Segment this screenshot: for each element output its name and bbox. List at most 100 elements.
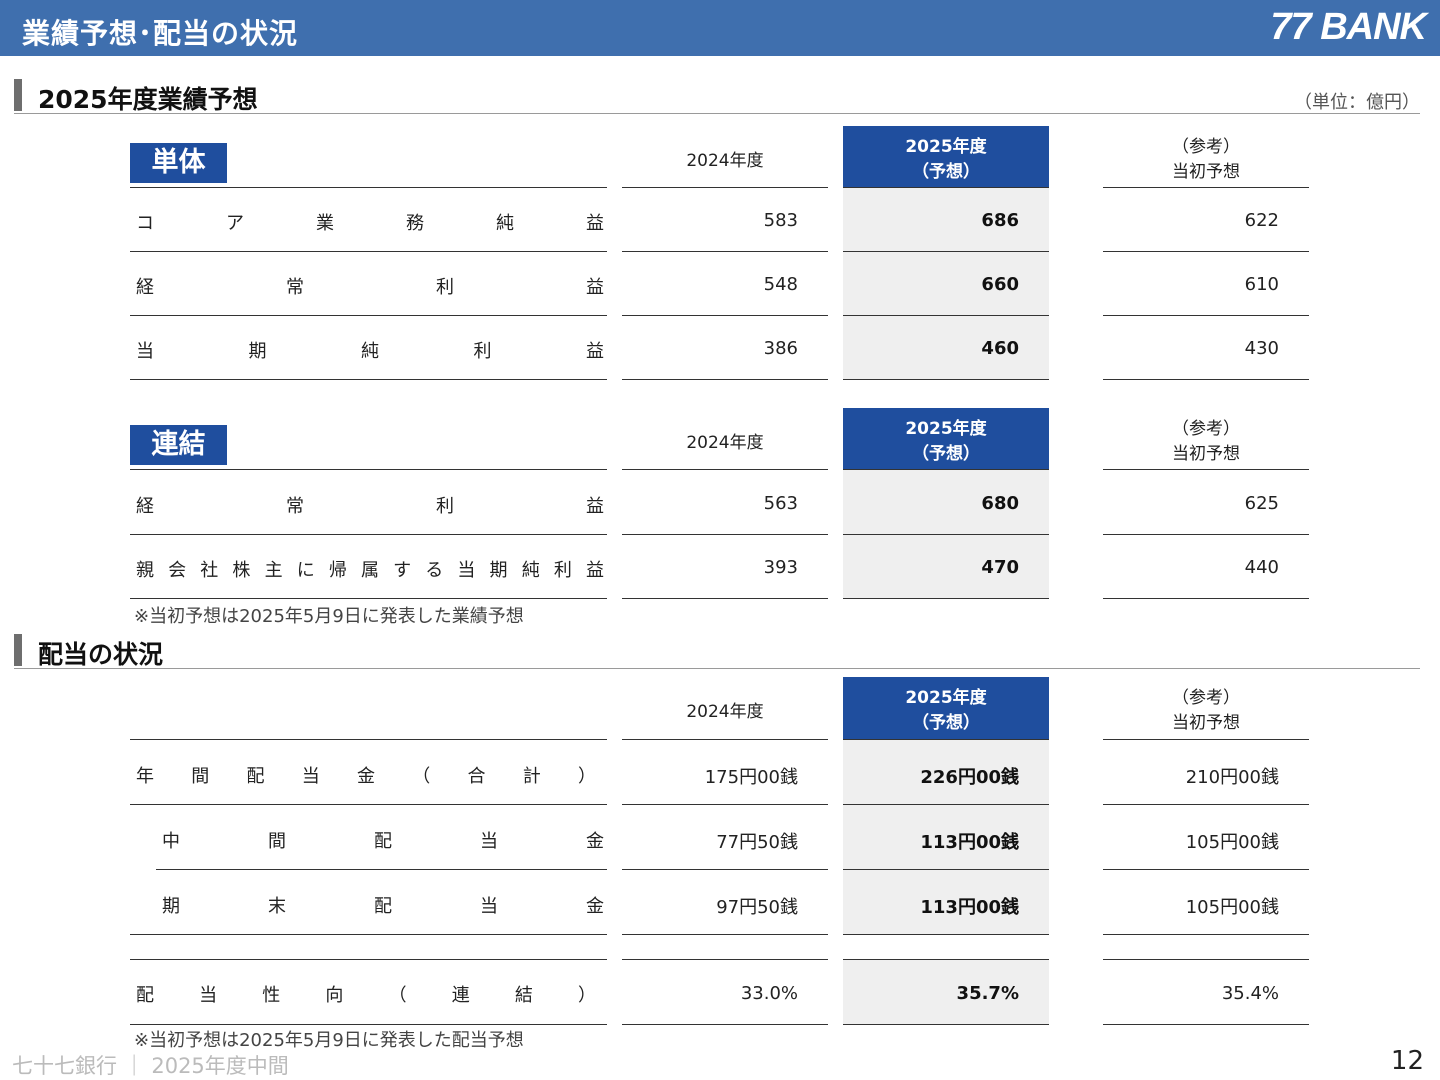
rule (130, 379, 607, 380)
rule (843, 598, 1049, 599)
col-header-ref-line2: 当初予想 (1172, 713, 1240, 733)
cell-consol-ordinary-ref: 625 (1244, 493, 1279, 514)
rule (130, 187, 607, 188)
col-header-ref-line2: 当初予想 (1172, 444, 1240, 464)
renketsu-label: 連結 (130, 425, 227, 465)
rule (622, 187, 828, 188)
bank-logo: 77 BANK (1270, 6, 1427, 48)
rule (843, 1024, 1049, 1025)
rule (156, 869, 607, 870)
row-label-core-profit: コア業務純益 (136, 213, 604, 234)
rule (1103, 469, 1309, 470)
rule (130, 598, 607, 599)
cell-consol-net-2025: 470 (981, 557, 1019, 578)
rule (843, 959, 1049, 960)
rule (130, 934, 607, 935)
rule (843, 187, 1049, 188)
cell-consol-ordinary-2025: 680 (981, 493, 1019, 514)
rule (843, 739, 1049, 740)
cell-core-profit-2024: 583 (763, 210, 798, 231)
rule (843, 379, 1049, 380)
rule (622, 469, 828, 470)
rule (843, 934, 1049, 935)
rule (622, 379, 828, 380)
row-label-annual-dividend: 年間配当金（合計） (136, 766, 596, 787)
col-header-2024: 2024年度 (686, 433, 764, 453)
rule (622, 251, 828, 252)
cell-net-income-ref: 430 (1244, 338, 1279, 359)
payout-shade (843, 960, 1049, 1025)
cell-consol-ordinary-2024: 563 (763, 493, 798, 514)
rule (1103, 379, 1309, 380)
heading-bar (14, 79, 22, 111)
rule (1103, 959, 1309, 960)
rule (622, 1024, 828, 1025)
cell-payout-ratio-ref: 35.4% (1221, 983, 1279, 1004)
rule (843, 869, 1049, 870)
cell-interim-dividend-2025: 113円00銭 (920, 832, 1019, 853)
rule (130, 739, 607, 740)
rule (130, 804, 607, 805)
rule (622, 534, 828, 535)
rule (1103, 1024, 1309, 1025)
rule (1103, 315, 1309, 316)
row-label-payout-ratio: 配当性向（連結） (136, 985, 596, 1006)
row-label-interim-dividend: 中間配当金 (162, 831, 604, 852)
col-header-reference: （参考） 当初予想 (1103, 683, 1309, 733)
rule (1103, 534, 1309, 535)
rule (843, 315, 1049, 316)
dividend-section-heading: 配当の状況 (14, 634, 1420, 669)
cell-consol-net-ref: 440 (1244, 557, 1279, 578)
rule (130, 534, 607, 535)
rule (130, 251, 607, 252)
rule (130, 315, 607, 316)
col-header-2024: 2024年度 (686, 702, 764, 722)
rule (622, 934, 828, 935)
cell-annual-dividend-ref: 210円00銭 (1185, 767, 1279, 788)
cell-annual-dividend-2024: 175円00銭 (704, 767, 798, 788)
dividend-section-title: 配当の状況 (38, 640, 164, 669)
header-bar: 業績予想･配当の状況 77 BANK (0, 0, 1440, 56)
rule (843, 251, 1049, 252)
col-header-2025-sub: （予想） (912, 162, 980, 182)
row-label-net-income: 当期純利益 (136, 341, 604, 362)
cell-consol-net-2024: 393 (763, 557, 798, 578)
forecast-note: ※当初予想は2025年5月9日に発表した業績予想 (134, 606, 524, 627)
cell-interim-dividend-2024: 77円50銭 (716, 832, 798, 853)
rule (1103, 251, 1309, 252)
rule (843, 534, 1049, 535)
cell-payout-ratio-2024: 33.0% (740, 983, 798, 1004)
footer-text: 七十七銀行 ｜ 2025年度中間 (12, 1054, 289, 1078)
rule (622, 598, 828, 599)
col-header-2025-forecast: 2025年度 （予想） (843, 408, 1049, 470)
row-label-yearend-dividend: 期末配当金 (162, 896, 604, 917)
col-header-reference: （参考） 当初予想 (1103, 132, 1309, 182)
forecast-section-title: 2025年度業績予想 (38, 85, 258, 114)
rule (1103, 187, 1309, 188)
page-title: 業績予想･配当の状況 (22, 17, 299, 50)
rule (1103, 598, 1309, 599)
forecast-section-heading: 2025年度業績予想 (14, 79, 1420, 114)
dividend-note: ※当初予想は2025年5月9日に発表した配当予想 (134, 1030, 524, 1051)
cell-ordinary-profit-ref: 610 (1244, 274, 1279, 295)
forecast-shade-tanntai (843, 188, 1049, 380)
col-header-ref-line2: 当初予想 (1172, 162, 1240, 182)
rule (622, 959, 828, 960)
dividend-shade (843, 740, 1049, 935)
cell-core-profit-ref: 622 (1244, 210, 1279, 231)
unit-label: （単位：億円） (1294, 92, 1420, 113)
cell-yearend-dividend-2025: 113円00銭 (920, 897, 1019, 918)
heading-bar (14, 634, 22, 666)
rule (1103, 869, 1309, 870)
col-header-2025-year: 2025年度 (905, 688, 987, 708)
cell-ordinary-profit-2025: 660 (981, 274, 1019, 295)
cell-yearend-dividend-ref: 105円00銭 (1185, 897, 1279, 918)
rule (1103, 934, 1309, 935)
col-header-2024: 2024年度 (686, 151, 764, 171)
rule (622, 315, 828, 316)
cell-payout-ratio-2025: 35.7% (956, 983, 1019, 1004)
rule (622, 869, 828, 870)
col-header-2025-year: 2025年度 (905, 419, 987, 439)
cell-interim-dividend-ref: 105円00銭 (1185, 832, 1279, 853)
col-header-ref-line1: （参考） (1172, 419, 1240, 439)
